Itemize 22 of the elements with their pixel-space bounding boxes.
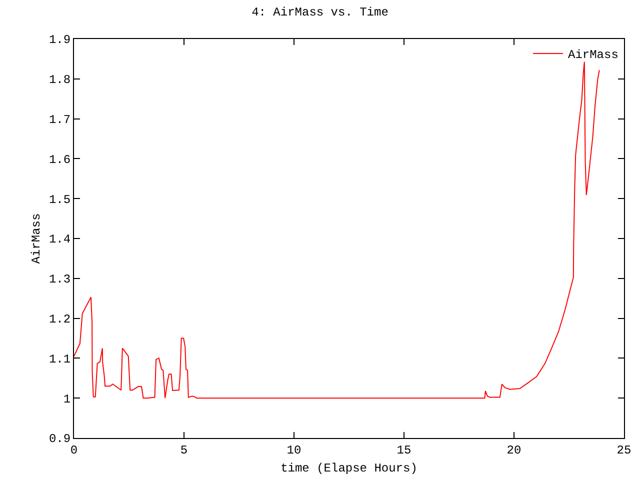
x-tick-label: 15 — [396, 443, 412, 458]
y-tick-label: 1.6 — [48, 152, 71, 167]
legend-label: AirMass — [568, 48, 618, 62]
y-tick-label: 1.8 — [48, 73, 71, 88]
line-series — [74, 61, 600, 399]
y-tick-label: 1.3 — [48, 272, 71, 287]
x-tick-label: 20 — [506, 443, 522, 458]
y-tick-label: 1.7 — [48, 113, 71, 127]
y-tick-label: 0.9 — [48, 432, 71, 446]
y-tick-label: 1 — [63, 392, 71, 406]
x-tick-label: 5 — [180, 443, 188, 458]
x-axis-title: time (Elapse Hours) — [280, 461, 418, 476]
y-tick-label: 1.5 — [48, 192, 71, 207]
y-tick-label: 1.2 — [48, 312, 71, 326]
y-tick-label: 1.4 — [48, 232, 71, 247]
x-tick-label: 10 — [286, 443, 302, 458]
y-tick-label: 1.9 — [48, 33, 71, 48]
chart-title: 4: AirMass vs. Time — [252, 6, 388, 20]
y-tick-label: 1.1 — [48, 352, 71, 366]
x-tick-label: 0 — [70, 443, 78, 458]
x-tick-label: 25 — [616, 443, 632, 458]
y-axis-title: AirMass — [29, 213, 44, 264]
